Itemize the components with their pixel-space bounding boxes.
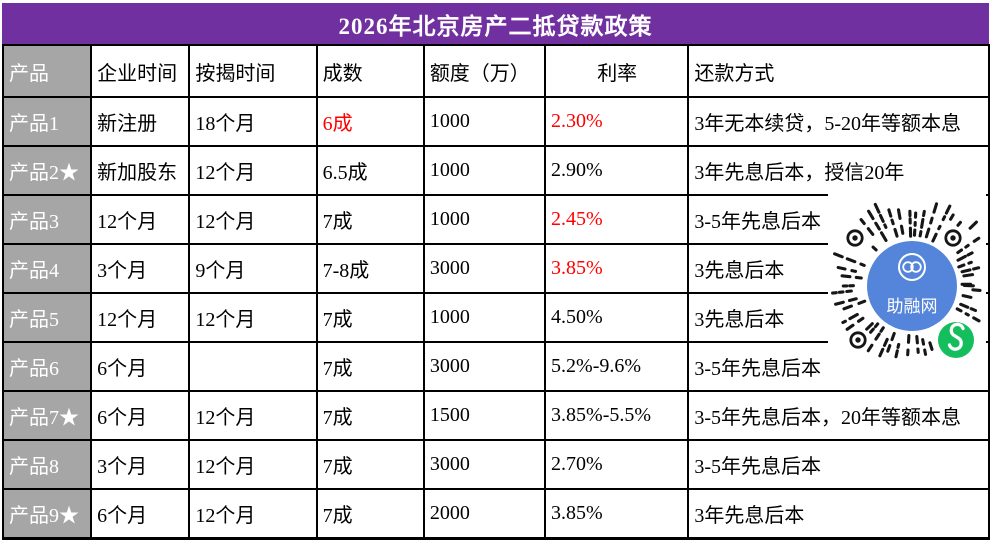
cell-rate: 2.30% [544,96,690,147]
cell-company-time: 6个月 [90,488,191,539]
table-row: 产品1 新注册 18个月 6成 1000 2.30% 3年无本续贷，5-20年等… [1,96,990,147]
cell-product: 产品9★ [1,488,93,539]
qr-center-label: 助融网 [887,297,938,316]
cell-product: 产品7★ [1,390,93,441]
cell-rate: 5.2%-9.6% [544,341,690,392]
cell-mortgage-time: 12个月 [188,439,318,490]
column-header-rate: 利率 [544,44,690,98]
cell-mortgage-time: 9个月 [188,243,318,294]
cell-repayment: 3年无本续贷，5-20年等额本息 [687,96,990,147]
cell-rate: 4.50% [544,292,690,343]
qr-dot-pattern [831,202,982,359]
wechat-miniprogram-icon [938,322,974,358]
cell-quota: 3000 [422,439,547,490]
cell-quota: 1000 [422,292,547,343]
cell-product: 产品1 [1,96,93,147]
cell-ratio: 7-8成 [315,243,425,294]
column-header-company-time: 企业时间 [90,44,191,98]
column-header-repayment: 还款方式 [687,44,990,98]
cell-repayment: 3年先息后本 [687,488,990,539]
cell-quota: 3000 [422,341,547,392]
cell-mortgage-time: 12个月 [188,145,318,196]
table-row: 产品2★ 新加股东 12个月 6.5成 1000 2.90% 3年先息后本，授信… [1,145,990,196]
cell-company-time: 12个月 [90,194,191,245]
policy-table-wrapper: 产品 企业时间 按揭时间 成数 额度（万） 利率 还款方式 产品1 新注册 18… [1,44,990,540]
qr-center-circle [867,241,957,331]
cell-ratio: 7成 [315,439,425,490]
cell-rate: 3.85% [544,488,690,539]
cell-rate: 2.45% [544,194,690,245]
cell-ratio: 7成 [315,194,425,245]
cell-ratio: 7成 [315,488,425,539]
cell-repayment: 3-5年先息后本 [687,439,990,490]
column-header-quota: 额度（万） [422,44,547,98]
qr-pattern-svg: 助融网 [831,202,982,359]
zhurongwang-logo-icon [898,253,926,281]
table-row: 产品8 3个月 12个月 7成 3000 2.70% 3-5年先息后本 [1,439,990,490]
cell-quota: 1500 [422,390,547,441]
cell-product: 产品6 [1,341,93,392]
cell-rate: 2.90% [544,145,690,196]
table-row: 产品7★ 6个月 12个月 7成 1500 3.85%-5.5% 3-5年先息后… [1,390,990,441]
cell-company-time: 6个月 [90,341,191,392]
cell-company-time: 新加股东 [90,145,191,196]
cell-product: 产品2★ [1,145,93,196]
cell-quota: 2000 [422,488,547,539]
table-row: 产品9★ 6个月 12个月 7成 2000 3.85% 3年先息后本 [1,488,990,539]
cell-product: 产品8 [1,439,93,490]
cell-rate: 2.70% [544,439,690,490]
cell-ratio: 7成 [315,341,425,392]
column-header-mortgage-time: 按揭时间 [188,44,318,98]
qr-eye-bottom-left-icon [849,331,867,349]
column-header-ratio: 成数 [315,44,425,98]
cell-ratio: 6成 [315,96,425,147]
cell-quota: 3000 [422,243,547,294]
policy-table: 产品 企业时间 按揭时间 成数 额度（万） 利率 还款方式 产品1 新注册 18… [1,44,990,540]
cell-mortgage-time: 12个月 [188,390,318,441]
cell-quota: 1000 [422,194,547,245]
cell-quota: 1000 [422,96,547,147]
cell-mortgage-time [188,341,318,392]
cell-product: 产品4 [1,243,93,294]
page-title: 2026年北京房产二抵贷款政策 [2,3,989,44]
qr-code: 助融网 [828,194,986,366]
cell-company-time: 新注册 [90,96,191,147]
cell-ratio: 7成 [315,292,425,343]
cell-mortgage-time: 12个月 [188,194,318,245]
cell-ratio: 7成 [315,390,425,441]
cell-mortgage-time: 12个月 [188,292,318,343]
qr-center-badge: 助融网 [867,241,957,331]
column-header-product: 产品 [1,44,93,98]
cell-product: 产品5 [1,292,93,343]
cell-company-time: 12个月 [90,292,191,343]
cell-ratio: 6.5成 [315,145,425,196]
cell-product: 产品3 [1,194,93,245]
cell-company-time: 6个月 [90,390,191,441]
qr-eye-top-left-icon [846,229,864,247]
cell-rate: 3.85% [544,243,690,294]
cell-quota: 1000 [422,145,547,196]
cell-company-time: 3个月 [90,243,191,294]
cell-rate: 3.85%-5.5% [544,390,690,441]
header-row: 产品 企业时间 按揭时间 成数 额度（万） 利率 还款方式 [1,44,990,98]
qr-eye-top-right-icon [944,229,962,247]
cell-mortgage-time: 18个月 [188,96,318,147]
cell-company-time: 3个月 [90,439,191,490]
cell-mortgage-time: 12个月 [188,488,318,539]
cell-repayment: 3年先息后本，授信20年 [687,145,990,196]
cell-repayment: 3-5年先息后本，20年等额本息 [687,390,990,441]
